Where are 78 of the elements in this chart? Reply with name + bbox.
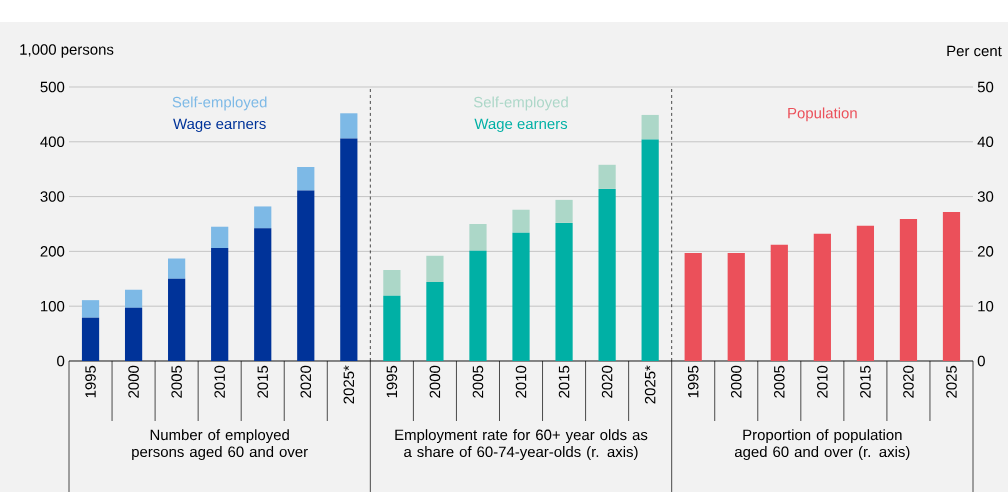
x-tick-label: 1995	[386, 365, 398, 398]
x-tick-label: 2005	[774, 365, 785, 398]
bar	[124, 307, 143, 361]
bar	[383, 295, 401, 361]
bar	[254, 206, 272, 229]
bar	[856, 225, 875, 361]
x-tick-label: 2010	[817, 365, 828, 398]
bar	[383, 270, 401, 296]
x-tick-label: 2005	[171, 365, 182, 398]
y-tick-label: 400	[40, 136, 65, 148]
x-tick-label: 1995	[85, 365, 96, 398]
bar	[469, 250, 487, 361]
bar	[512, 232, 530, 361]
x-tick-label: 2000	[128, 365, 139, 398]
bar	[899, 219, 918, 361]
text: Population	[788, 107, 857, 122]
x-tick-label: 2010	[214, 365, 225, 398]
bar	[469, 223, 487, 251]
bar	[942, 211, 961, 361]
text: Self-employed	[172, 96, 267, 111]
x-tick-label: 2020	[903, 365, 914, 398]
bar	[684, 253, 702, 361]
text: Proportion of population aged 60 and over (r. axis)	[734, 429, 910, 461]
y2-tick-label: 40	[977, 136, 994, 148]
bar	[770, 244, 788, 361]
y2-tick-label: 30	[977, 191, 994, 202]
y-tick-label: 0	[57, 355, 65, 367]
text: Wage earners	[173, 118, 266, 133]
y-axis-title: 1,000 persons	[20, 44, 114, 58]
x-tick-label: 2015	[558, 365, 570, 398]
bar	[297, 167, 315, 191]
y2-axis-title: Per cent	[947, 45, 1002, 57]
x-tick-label: 2015	[860, 365, 871, 398]
x-tick-label: 2020	[601, 365, 613, 398]
bar	[426, 255, 444, 283]
text: Employment rate for 60+ year olds as a share of 60-74-year-olds (r. axis)	[395, 429, 648, 461]
bar	[211, 226, 229, 249]
bar	[598, 188, 616, 361]
bar	[81, 317, 100, 361]
y2-tick-label: 50	[977, 81, 994, 93]
y2-tick-label: 0	[977, 355, 985, 367]
x-tick-label: 2025*	[644, 365, 656, 404]
y2-tick-label: 20	[977, 246, 994, 257]
x-tick-label: 2020	[300, 365, 312, 398]
bar	[124, 289, 143, 308]
x-tick-label: 1995	[687, 365, 699, 398]
x-tick-label: 2025*	[343, 365, 355, 404]
bar	[211, 248, 229, 361]
y-tick-label: 100	[41, 300, 65, 312]
bar	[426, 282, 444, 361]
x-tick-label: 2000	[730, 365, 742, 398]
y-tick-label: 200	[40, 246, 65, 257]
bar	[641, 114, 659, 140]
text: Wage earners	[474, 118, 568, 133]
bar	[641, 139, 659, 361]
y-tick-label: 300	[40, 191, 65, 202]
bar	[168, 278, 186, 361]
x-tick-label: 2025	[946, 365, 957, 398]
bar	[254, 228, 272, 361]
x-tick-label: 2000	[429, 365, 441, 398]
x-tick-label: 2005	[472, 365, 484, 398]
y-tick-label: 500	[40, 81, 65, 93]
x-tick-label: 2010	[515, 365, 527, 398]
y2-tick-label: 10	[978, 300, 994, 312]
text: Self-employed	[473, 96, 568, 111]
bar	[555, 199, 573, 223]
bar	[813, 233, 831, 361]
bar	[512, 209, 530, 233]
bar	[297, 190, 315, 361]
bar	[555, 222, 573, 361]
bar	[727, 253, 745, 361]
x-tick-label: 2015	[257, 365, 269, 398]
bar	[598, 164, 616, 189]
bar	[340, 138, 358, 361]
bar	[81, 300, 100, 318]
bar	[340, 113, 358, 139]
bar	[168, 258, 186, 279]
text: Number of employed persons aged 60 and over	[132, 429, 308, 461]
